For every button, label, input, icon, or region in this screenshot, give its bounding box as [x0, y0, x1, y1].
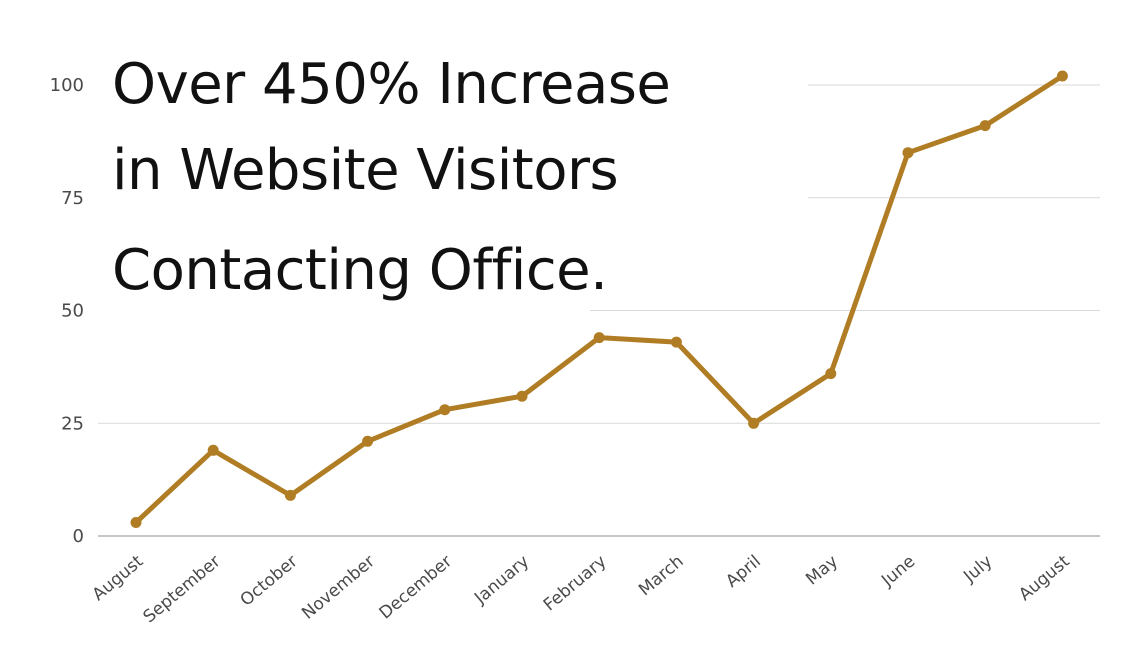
y-tick-label: 100 — [50, 75, 84, 96]
y-tick-label: 25 — [61, 413, 84, 434]
data-point — [825, 368, 837, 380]
data-point — [979, 120, 991, 132]
y-tick-label: 50 — [61, 301, 84, 322]
x-tick-label: August — [1015, 551, 1074, 605]
chart-title: Over 450% Increase in Website Visitors C… — [112, 42, 671, 314]
chart-title-line-2: in Website Visitors — [112, 138, 619, 203]
data-point — [670, 336, 682, 348]
x-tick-label: December — [376, 552, 456, 624]
data-point — [748, 417, 760, 429]
x-tick-label: April — [722, 552, 765, 592]
data-point — [593, 332, 605, 344]
x-tick-label: November — [298, 552, 379, 624]
gridlines — [98, 84, 1100, 537]
x-tick-label: January — [470, 552, 533, 609]
chart-title-line-1: Over 450% Increase — [112, 52, 671, 117]
data-point — [902, 147, 914, 159]
data-point — [516, 390, 528, 402]
series-visits — [130, 70, 1068, 528]
y-tick-label: 75 — [61, 188, 84, 209]
x-tick-label: June — [877, 552, 919, 592]
x-tick-label: July — [959, 552, 996, 588]
data-point — [207, 444, 219, 456]
x-tick-label: March — [635, 552, 688, 601]
data-point — [439, 404, 451, 416]
x-tick-label: February — [540, 552, 611, 616]
data-point — [1056, 70, 1068, 82]
chart-title-line-3: Contacting Office. — [112, 238, 608, 303]
data-point — [130, 517, 142, 528]
data-point — [284, 489, 296, 501]
y-axis-ticks: 0 25 50 75 100 — [50, 75, 84, 547]
x-tick-label: October — [237, 552, 302, 611]
y-tick-label: 0 — [73, 526, 84, 547]
x-tick-label: May — [802, 552, 842, 590]
data-point — [362, 435, 374, 447]
x-tick-label: September — [140, 552, 225, 628]
x-tick-label: August — [89, 551, 148, 605]
